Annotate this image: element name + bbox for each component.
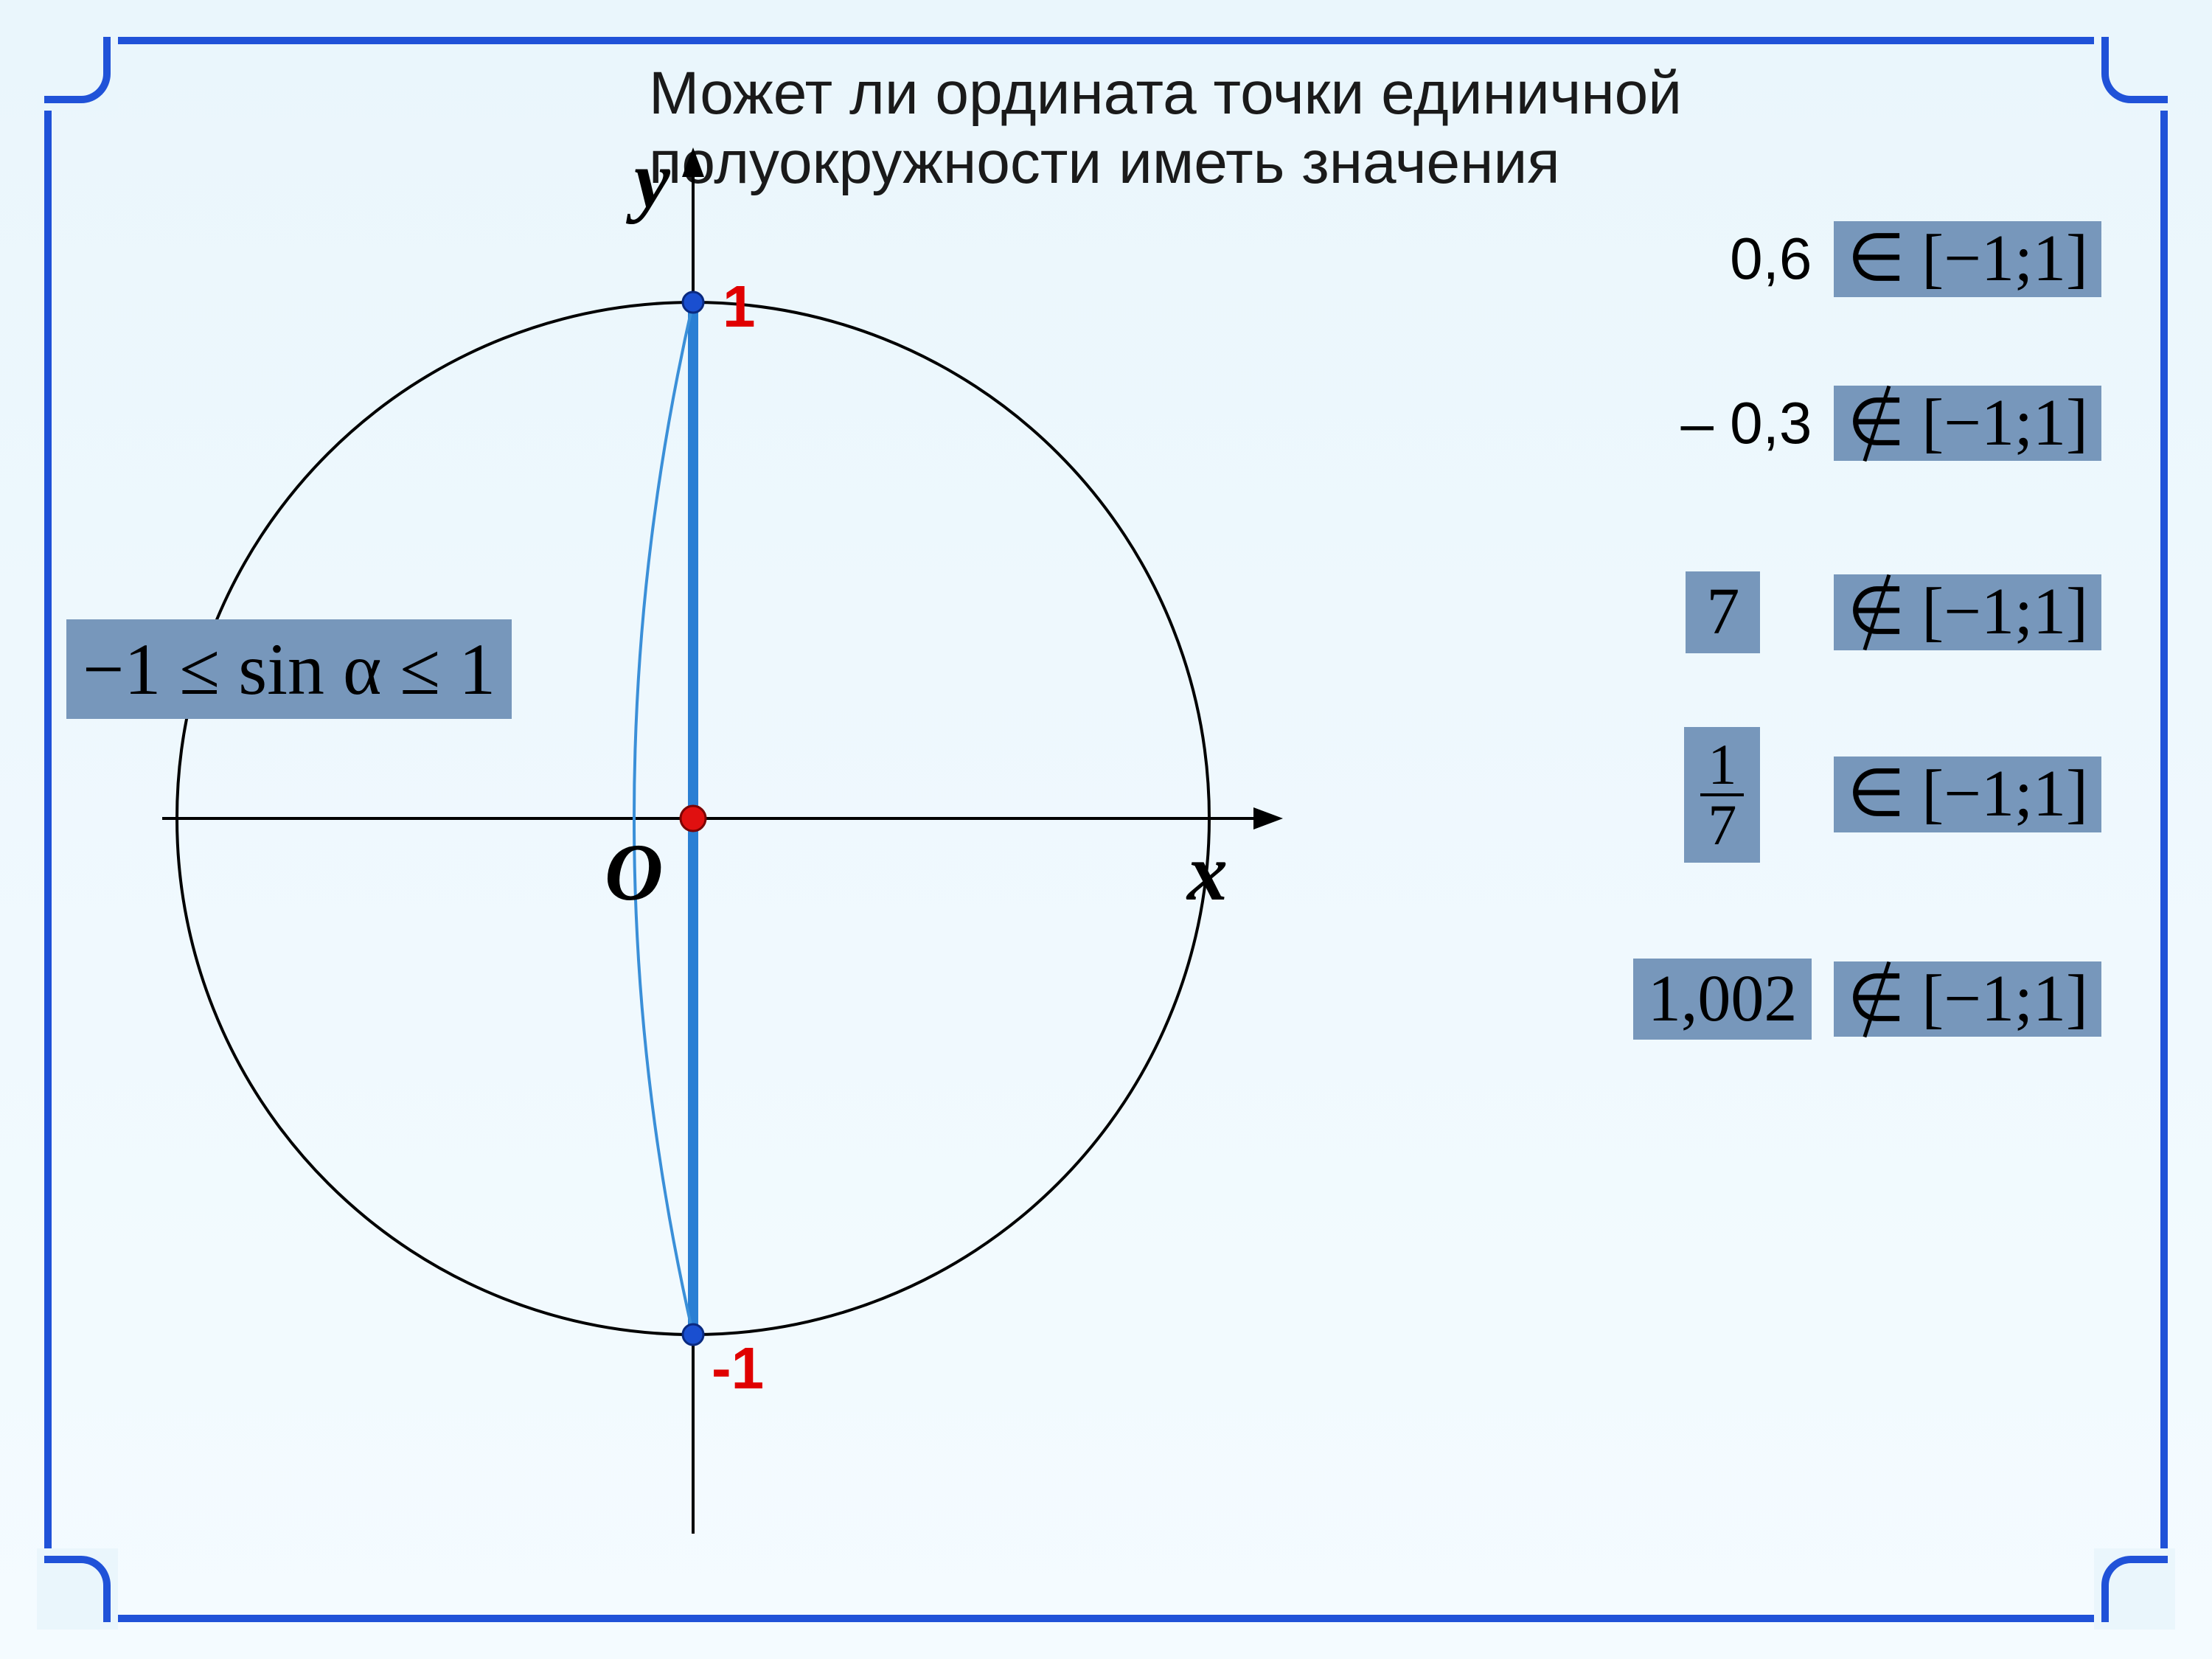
answer-value-chip: 1,002 [1633,959,1812,1040]
interval: [−1;1] [1921,577,2088,647]
membership-chip: ∈ [−1;1] [1834,386,2101,462]
point-top [683,292,703,313]
answers-column: 0,6 ∈ [−1;1] – 0,3 ∈ [−1;1] 7 ∈ [−1;1] 1… [1224,221,2146,1128]
x-axis-label: x [1187,826,1228,919]
membership-chip: ∈ [−1;1] [1834,961,2101,1037]
sin-inequality-text: −1 ≤ sin α ≤ 1 [83,627,495,712]
point-origin [681,806,706,831]
unit-circle-diagram: y x O 1 -1 −1 ≤ sin α ≤ 1 [88,88,1283,1563]
diagram-svg [88,88,1283,1563]
interval: [−1;1] [1921,759,2088,830]
origin-label: O [605,826,663,919]
answer-row: 7 ∈ [−1;1] [1224,571,2146,653]
answer-value: – 0,3 [1680,389,1812,457]
fraction-numerator: 1 [1700,736,1744,796]
label-one: 1 [723,273,756,341]
answer-value-chip: 7 [1686,571,1760,653]
membership-chip: ∈ [−1;1] [1834,757,2101,832]
fraction-denominator: 7 [1700,796,1744,854]
member-symbol: ∈ [1847,389,1905,459]
answer-row: – 0,3 ∈ [−1;1] [1224,386,2146,462]
sin-inequality-chip: −1 ≤ sin α ≤ 1 [66,619,512,719]
interval: [−1;1] [1921,224,2088,294]
point-bottom [683,1324,703,1345]
answer-value-chip: 1 7 [1684,727,1760,863]
member-symbol: ∈ [1847,759,1905,830]
interval: [−1;1] [1921,389,2088,459]
member-symbol: ∈ [1847,577,1905,647]
membership-chip: ∈ [−1;1] [1834,574,2101,650]
membership-chip: ∈ [−1;1] [1834,221,2101,297]
interval: [−1;1] [1921,964,2088,1034]
member-symbol: ∈ [1847,224,1905,294]
answer-row: 1,002 ∈ [−1;1] [1224,959,2146,1040]
label-neg-one: -1 [712,1335,764,1402]
fraction: 1 7 [1700,736,1744,854]
y-axis-arrow [682,147,704,177]
corner-br [2094,1548,2175,1630]
y-axis-label: y [634,133,670,226]
answer-value: 0,6 [1730,225,1812,293]
member-symbol: ∈ [1847,964,1905,1034]
answer-row: 0,6 ∈ [−1;1] [1224,221,2146,297]
answer-row: 1 7 ∈ [−1;1] [1224,727,2146,863]
